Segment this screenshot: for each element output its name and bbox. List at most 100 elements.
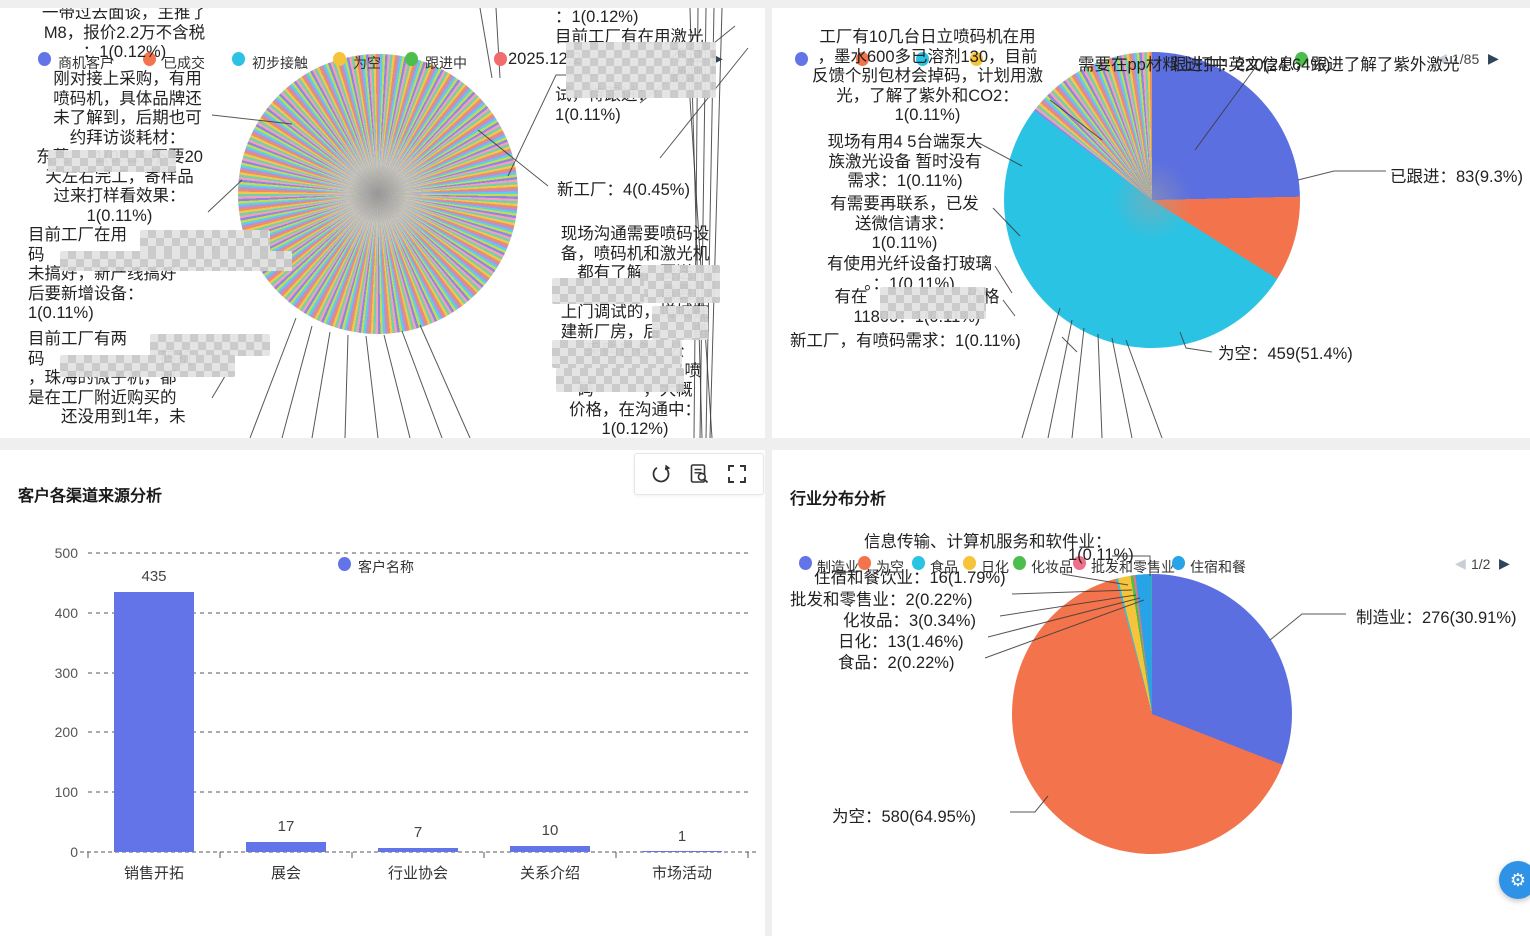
legend-dot[interactable] <box>333 52 346 66</box>
pie-label: 1(0.11%) <box>1068 546 1134 564</box>
legend-dot[interactable] <box>795 52 808 66</box>
censored-region <box>140 230 270 252</box>
censored-region <box>60 251 292 271</box>
legend-item[interactable]: 已成交 <box>163 55 205 71</box>
legend-dot[interactable] <box>405 52 418 66</box>
legend-item[interactable]: 批发和零售业 <box>1091 559 1175 575</box>
bar-value-label: 1 <box>677 828 687 845</box>
legend-dot[interactable] <box>970 52 983 66</box>
pie-label: 为空：580(64.95%) <box>832 808 976 826</box>
legend-dot[interactable] <box>856 52 869 66</box>
legend-page-indicator: 1/85 <box>1452 51 1480 67</box>
y-axis-tick: 500 <box>54 545 78 561</box>
panel-title: 客户各渠道来源分析 <box>18 488 163 505</box>
pie-label: 制造业：276(30.91%) <box>1356 609 1517 627</box>
legend-dot[interactable] <box>916 52 929 66</box>
legend-item[interactable]: 住宿和餐 <box>1190 559 1246 575</box>
censored-region <box>566 42 716 98</box>
pie-label: 食品：2(0.22%) <box>838 654 955 672</box>
legend-item[interactable]: 为空 <box>353 55 381 71</box>
bar-sales[interactable] <box>114 591 194 852</box>
pie-label: 新工厂，有喷码需求：1(0.11%) <box>790 332 1021 350</box>
legend-item[interactable]: 客户名称 <box>358 559 414 575</box>
legend-dot[interactable] <box>38 52 51 66</box>
x-axis-category: 行业协会 <box>387 865 448 882</box>
pie-label: 现场有用4 5台端泵大 族激光设备 暂时没有 需求：1(0.11%) <box>827 133 983 190</box>
channel-source-bar-panel: 客户各渠道来源分析 客户名称 500 400 300 200 <box>0 450 765 936</box>
legend-dot[interactable] <box>232 52 245 66</box>
x-axis-category: 销售开拓 <box>123 865 184 882</box>
legend-dot[interactable] <box>1073 556 1086 570</box>
y-axis-tick: 300 <box>54 665 78 681</box>
legend-dot[interactable] <box>858 556 871 570</box>
y-axis-tick: 0 <box>70 844 78 860</box>
legend-next-arrow[interactable]: ▶ <box>1488 50 1499 66</box>
y-axis-tick: 100 <box>54 784 78 800</box>
bar-value-label: 435 <box>141 568 167 585</box>
bar-value-label: 17 <box>277 818 295 835</box>
censored-region <box>552 278 644 304</box>
legend-page-indicator: 1/2 <box>1471 556 1491 572</box>
pie-label: 一带过去面谈，主推了 M8，报价2.2万不含税 ：1(0.12%) <box>42 8 207 61</box>
bar-marketing[interactable] <box>642 851 722 852</box>
pie-label: 2025.12.2 <box>508 50 582 68</box>
pie-label: 批发和零售业：2(0.22%) <box>790 591 973 609</box>
pie-label: 新工厂：4(0.45%) <box>557 181 690 199</box>
legend-next-arrow[interactable]: ▶ <box>1499 555 1510 571</box>
legend-dot[interactable] <box>1295 52 1308 66</box>
bar-referral[interactable] <box>510 846 590 852</box>
legend-dot[interactable] <box>1013 556 1026 570</box>
legend-dot[interactable] <box>1172 556 1185 570</box>
y-axis-tick: 400 <box>54 605 78 621</box>
legend-item[interactable]: 食品 <box>930 559 958 575</box>
refresh-icon[interactable] <box>649 462 673 486</box>
legend-dot[interactable] <box>799 556 812 570</box>
pie-label: 化妆品：3(0.34%) <box>843 612 976 630</box>
opportunity-status-pie-panel: 商机客户 已成交 初步接触 为空 跟进中 ▶ 一带过去面谈，主推了 M8，报价2… <box>0 8 765 438</box>
pie-label: 已跟进：83(9.3%) <box>1390 168 1523 186</box>
pie-label: 工厂有10几台日立喷码机在用 ，墨水600多已溶剂130，目前 反馈个别包材会掉… <box>812 28 1043 124</box>
legend-dot[interactable] <box>143 52 156 66</box>
legend-item[interactable]: 化妆品 <box>1031 559 1073 575</box>
legend-next-arrow[interactable]: ▶ <box>712 50 723 66</box>
pie-label: 需要在pp材料上打中英文信息，跟进了解了紫外激光 <box>1078 56 1460 74</box>
pie-label: 住宿和餐饮业：16(1.79%) <box>814 569 1006 587</box>
legend-item[interactable]: 跟进中 <box>425 55 467 71</box>
data-view-icon[interactable] <box>687 462 711 486</box>
pie-label: 跟进中：220(24.64%) <box>1170 56 1331 74</box>
censored-region <box>556 368 684 392</box>
legend-dot[interactable] <box>912 556 925 570</box>
legend-item[interactable]: 日化 <box>981 559 1009 575</box>
legend-item[interactable]: 为空 <box>876 559 904 575</box>
legend-item[interactable]: 商机客户 <box>58 55 114 71</box>
censored-region <box>552 340 682 368</box>
pie-label: 为空：459(51.4%) <box>1218 345 1353 363</box>
panel-title: 行业分布分析 <box>790 491 887 508</box>
censored-region <box>652 306 708 340</box>
fullscreen-icon[interactable] <box>725 462 749 486</box>
industry-distribution-pie[interactable] <box>1012 574 1292 854</box>
censored-region <box>150 334 270 356</box>
legend-dot[interactable] <box>494 52 507 66</box>
legend-item[interactable]: 初步接触 <box>252 55 308 71</box>
censored-region <box>640 265 720 303</box>
legend-dot[interactable] <box>338 557 351 571</box>
legend-prev-arrow[interactable]: ◀ <box>1455 555 1466 571</box>
settings-fab[interactable]: ⚙ <box>1499 861 1530 899</box>
chart-toolbar <box>634 453 764 495</box>
x-axis-category: 关系介绍 <box>519 865 580 882</box>
legend-prev-arrow[interactable]: ◀ <box>1436 50 1447 66</box>
bar-exhibition[interactable] <box>246 841 326 852</box>
gear-icon: ⚙ <box>1509 869 1527 890</box>
pie-label: 信息传输、计算机服务和软件业： <box>864 533 1112 551</box>
legend-item[interactable]: 制造业 <box>817 559 859 575</box>
pie-label: 日化：13(1.46%) <box>838 633 964 651</box>
legend-dot[interactable] <box>963 556 976 570</box>
bar-association[interactable] <box>378 847 458 852</box>
bar-value-label: 7 <box>413 824 423 841</box>
x-axis-category: 展会 <box>270 865 301 882</box>
y-axis-tick: 200 <box>54 724 78 740</box>
industry-distribution-pie-panel: 行业分布分析 制造业 为空 食品 日化 化妆品 批发和零售业 住宿和餐 ◀ 1/… <box>772 450 1530 936</box>
x-axis-category: 市场活动 <box>651 865 712 882</box>
censored-region <box>60 355 235 377</box>
